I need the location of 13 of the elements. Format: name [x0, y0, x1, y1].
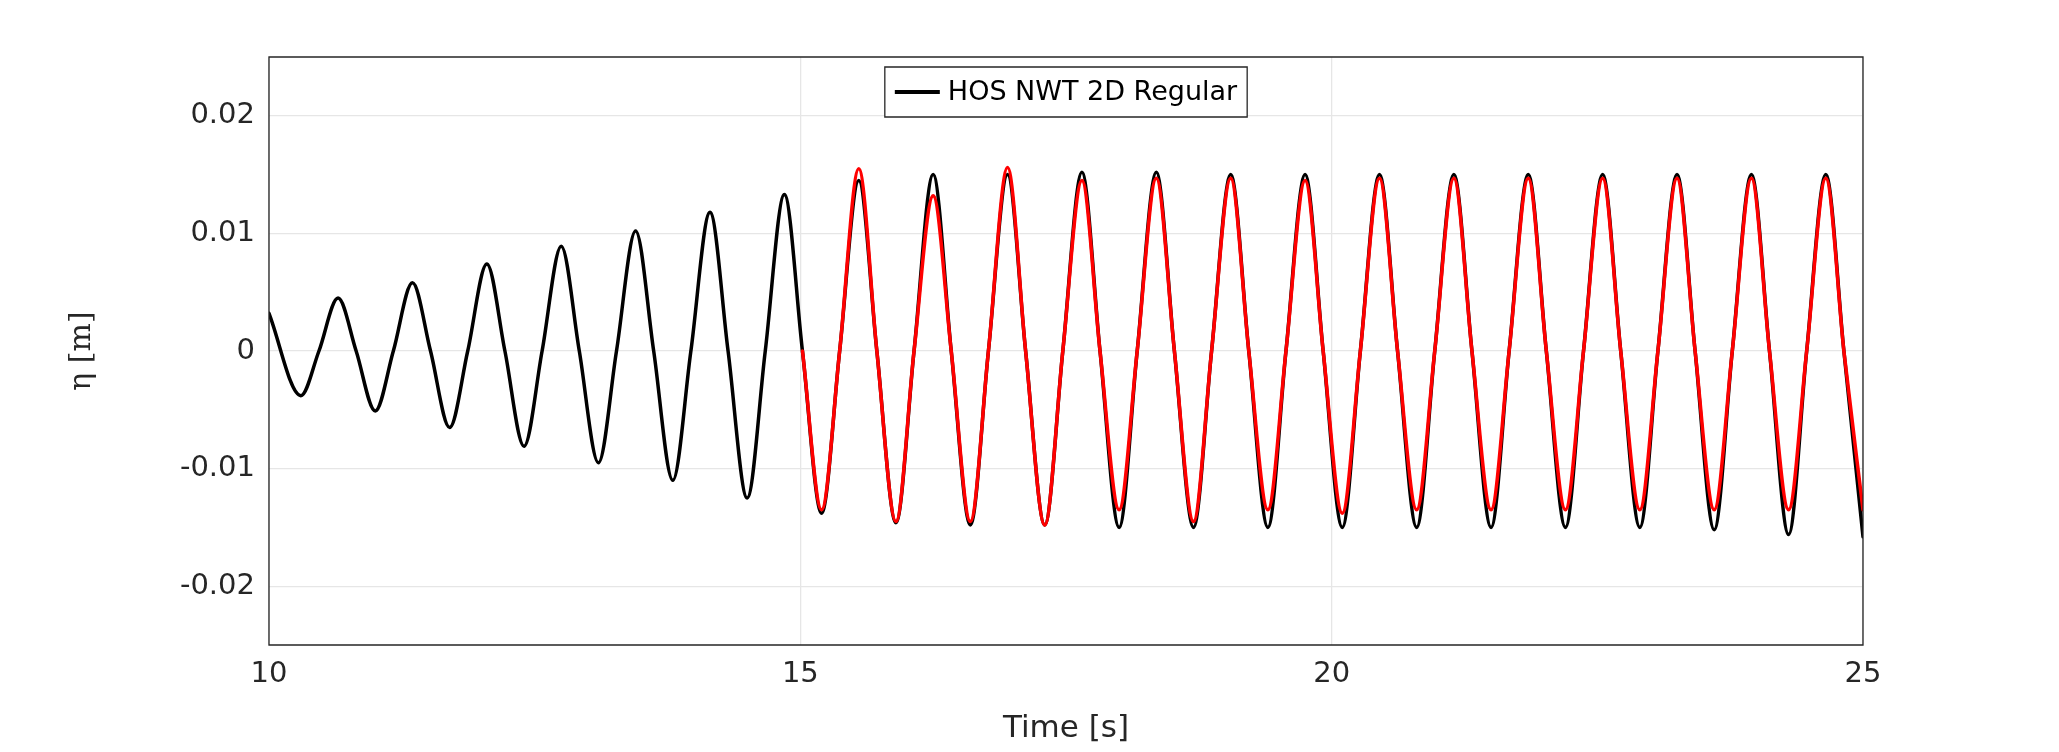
legend-label: HOS NWT 2D Regular — [947, 75, 1239, 107]
y-axis-title: η [m] — [61, 311, 97, 391]
line-series — [800, 165, 1863, 527]
y-tick-label: 0.01 — [190, 213, 255, 248]
x-tick-label: 10 — [250, 654, 288, 689]
x-tick-label: 20 — [1313, 654, 1351, 689]
y-tick-label: -0.02 — [179, 566, 255, 601]
y-tick-label: -0.01 — [179, 449, 255, 484]
x-tick-label: 15 — [781, 654, 819, 689]
x-tick-label: 25 — [1844, 654, 1882, 689]
x-axis-title: Time [s] — [1001, 708, 1130, 745]
y-tick-label: 0.02 — [190, 96, 255, 131]
y-tick-label: 0 — [236, 331, 255, 366]
